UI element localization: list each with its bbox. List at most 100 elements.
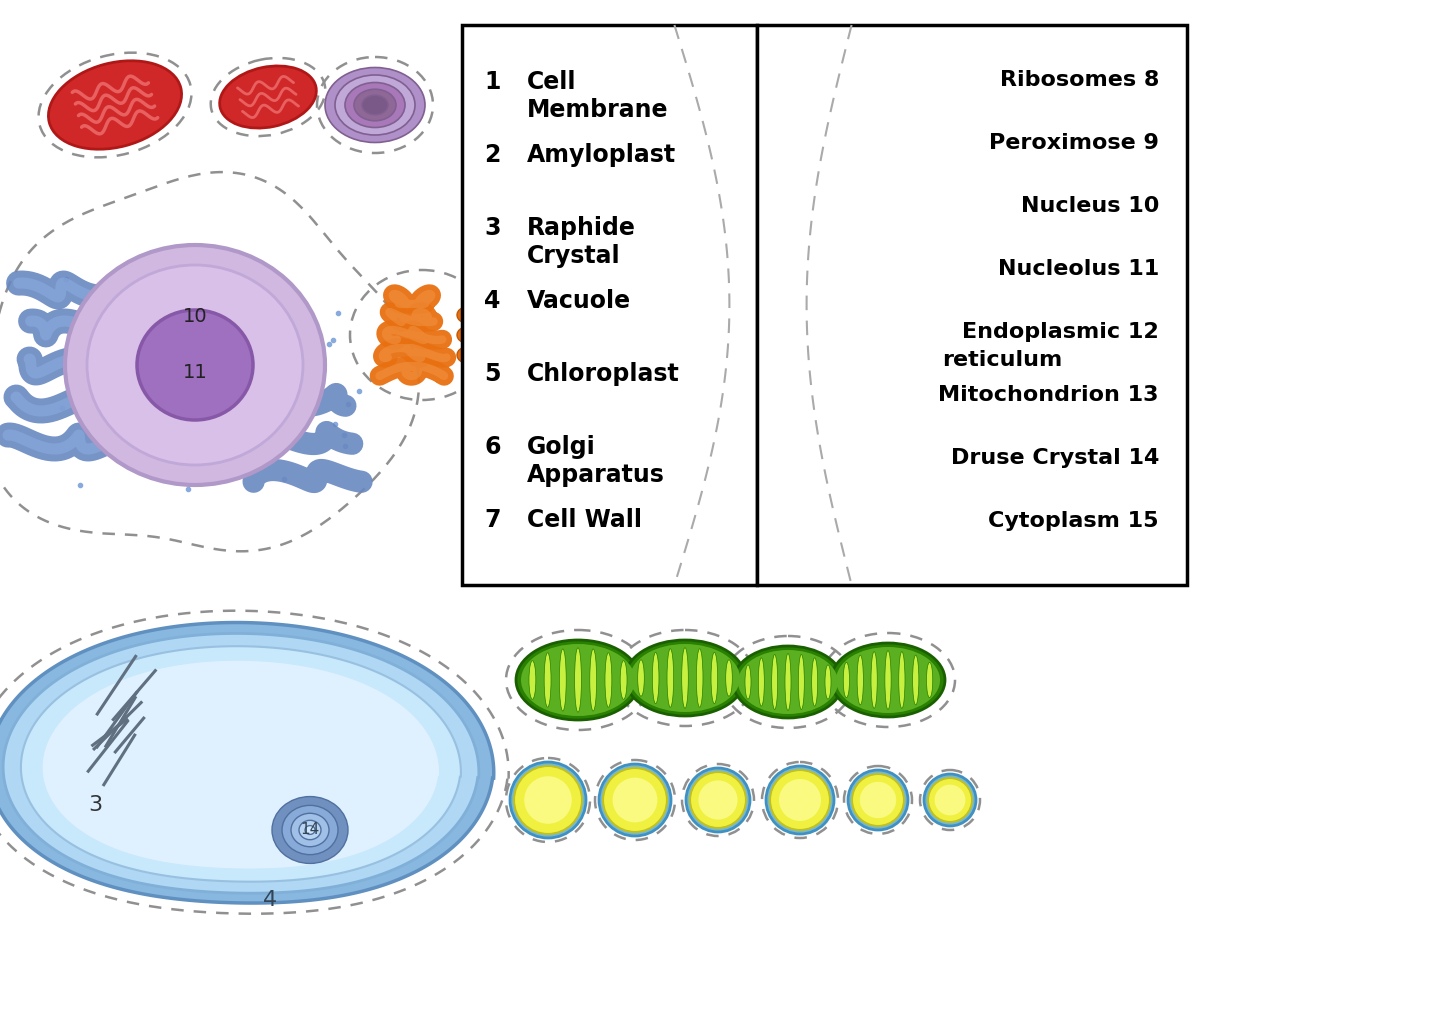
Text: Druse Crystal 14: Druse Crystal 14 bbox=[951, 448, 1159, 468]
Ellipse shape bbox=[603, 768, 668, 832]
Ellipse shape bbox=[282, 805, 338, 854]
Ellipse shape bbox=[848, 770, 907, 830]
Ellipse shape bbox=[682, 648, 688, 708]
Ellipse shape bbox=[725, 660, 733, 696]
Text: 5: 5 bbox=[484, 362, 500, 386]
Ellipse shape bbox=[935, 785, 965, 816]
Ellipse shape bbox=[913, 655, 919, 705]
Ellipse shape bbox=[837, 647, 941, 713]
Ellipse shape bbox=[600, 764, 670, 836]
Ellipse shape bbox=[857, 655, 863, 705]
Ellipse shape bbox=[457, 307, 477, 323]
Ellipse shape bbox=[354, 89, 396, 121]
Ellipse shape bbox=[770, 770, 829, 830]
Ellipse shape bbox=[798, 654, 805, 709]
Text: Amyloplast: Amyloplast bbox=[527, 143, 676, 167]
Text: 11: 11 bbox=[182, 364, 208, 382]
Text: reticulum: reticulum bbox=[942, 350, 1062, 370]
Ellipse shape bbox=[65, 245, 325, 485]
Text: 4: 4 bbox=[263, 890, 277, 910]
Ellipse shape bbox=[785, 653, 790, 710]
Text: Peroximose 9: Peroximose 9 bbox=[990, 133, 1159, 153]
Ellipse shape bbox=[514, 766, 582, 834]
Text: 1: 1 bbox=[484, 69, 500, 94]
Ellipse shape bbox=[87, 265, 303, 465]
Ellipse shape bbox=[545, 653, 551, 707]
Text: 10: 10 bbox=[182, 308, 207, 326]
Ellipse shape bbox=[812, 658, 818, 706]
Ellipse shape bbox=[510, 762, 587, 838]
Ellipse shape bbox=[759, 658, 764, 706]
Ellipse shape bbox=[529, 660, 536, 699]
Ellipse shape bbox=[49, 60, 182, 149]
Ellipse shape bbox=[779, 779, 821, 821]
Polygon shape bbox=[0, 622, 494, 903]
Ellipse shape bbox=[746, 665, 751, 699]
Ellipse shape bbox=[853, 774, 905, 826]
Text: Nucleolus 11: Nucleolus 11 bbox=[997, 259, 1159, 279]
Ellipse shape bbox=[691, 772, 746, 828]
Ellipse shape bbox=[630, 644, 740, 712]
Ellipse shape bbox=[457, 327, 477, 343]
Ellipse shape bbox=[626, 640, 746, 716]
Ellipse shape bbox=[335, 75, 415, 135]
Ellipse shape bbox=[590, 649, 597, 711]
Ellipse shape bbox=[831, 643, 945, 717]
Ellipse shape bbox=[926, 662, 932, 698]
Ellipse shape bbox=[620, 660, 627, 699]
Text: 4: 4 bbox=[484, 289, 500, 313]
Ellipse shape bbox=[363, 95, 389, 114]
Ellipse shape bbox=[637, 660, 644, 696]
FancyBboxPatch shape bbox=[462, 25, 757, 585]
Ellipse shape bbox=[290, 814, 329, 846]
Ellipse shape bbox=[220, 66, 316, 128]
Ellipse shape bbox=[559, 649, 566, 711]
Text: Cell Wall: Cell Wall bbox=[527, 508, 642, 532]
Text: Vacuole: Vacuole bbox=[527, 289, 631, 313]
Ellipse shape bbox=[772, 654, 777, 709]
Ellipse shape bbox=[457, 347, 477, 363]
Text: Golgi
Apparatus: Golgi Apparatus bbox=[527, 435, 665, 486]
Ellipse shape bbox=[345, 83, 405, 128]
Ellipse shape bbox=[613, 778, 657, 823]
Ellipse shape bbox=[272, 796, 348, 864]
Ellipse shape bbox=[605, 653, 611, 707]
Ellipse shape bbox=[884, 651, 892, 709]
Text: Endoplasmic 12: Endoplasmic 12 bbox=[962, 322, 1159, 342]
Text: Ribosomes 8: Ribosomes 8 bbox=[1000, 69, 1159, 90]
Polygon shape bbox=[42, 661, 439, 869]
Text: Cell
Membrane: Cell Membrane bbox=[527, 69, 669, 122]
Text: Raphide
Crystal: Raphide Crystal bbox=[527, 216, 636, 268]
Text: 7: 7 bbox=[484, 508, 500, 532]
Ellipse shape bbox=[698, 781, 737, 820]
Polygon shape bbox=[20, 646, 461, 882]
Ellipse shape bbox=[137, 310, 253, 420]
Ellipse shape bbox=[522, 644, 634, 716]
FancyBboxPatch shape bbox=[757, 25, 1186, 585]
Ellipse shape bbox=[711, 652, 718, 704]
Ellipse shape bbox=[871, 652, 877, 708]
Ellipse shape bbox=[844, 662, 850, 698]
Ellipse shape bbox=[525, 776, 572, 824]
Text: 2: 2 bbox=[484, 143, 500, 167]
Ellipse shape bbox=[575, 648, 581, 712]
Text: Chloroplast: Chloroplast bbox=[527, 362, 679, 386]
Text: Cytoplasm 15: Cytoplasm 15 bbox=[988, 511, 1159, 531]
Ellipse shape bbox=[465, 317, 486, 333]
Ellipse shape bbox=[325, 67, 425, 142]
Text: Nucleus 10: Nucleus 10 bbox=[1020, 196, 1159, 216]
Polygon shape bbox=[3, 634, 478, 893]
Text: Mitochondrion 13: Mitochondrion 13 bbox=[938, 385, 1159, 405]
Ellipse shape bbox=[738, 650, 838, 714]
Ellipse shape bbox=[299, 821, 321, 840]
Ellipse shape bbox=[860, 782, 896, 819]
Ellipse shape bbox=[465, 337, 486, 353]
Text: 3: 3 bbox=[484, 216, 500, 240]
Ellipse shape bbox=[652, 652, 659, 704]
Ellipse shape bbox=[825, 665, 831, 699]
Ellipse shape bbox=[766, 766, 834, 834]
Ellipse shape bbox=[686, 768, 750, 832]
Text: 6: 6 bbox=[484, 435, 500, 459]
Ellipse shape bbox=[928, 778, 972, 822]
Ellipse shape bbox=[516, 640, 640, 721]
